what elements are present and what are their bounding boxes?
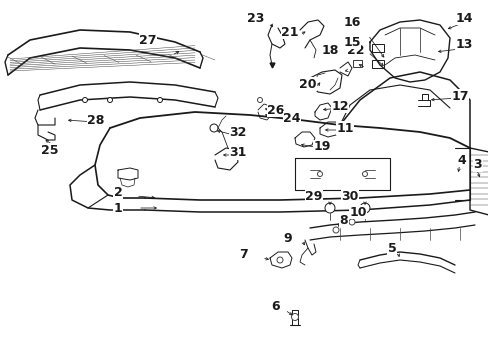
Circle shape [107, 98, 112, 103]
Text: 22: 22 [346, 44, 364, 57]
Text: 6: 6 [271, 301, 280, 314]
Text: 11: 11 [336, 122, 353, 135]
Circle shape [257, 98, 262, 103]
FancyBboxPatch shape [371, 60, 383, 68]
Text: 4: 4 [457, 153, 466, 166]
Text: 10: 10 [348, 206, 366, 219]
Text: 16: 16 [343, 15, 360, 28]
Text: 32: 32 [229, 126, 246, 139]
Text: 21: 21 [281, 26, 298, 39]
Text: 3: 3 [473, 158, 481, 171]
Text: 17: 17 [450, 90, 468, 103]
Text: 12: 12 [330, 99, 348, 112]
Text: 8: 8 [339, 213, 347, 226]
Text: 29: 29 [305, 189, 322, 202]
Text: 23: 23 [247, 12, 264, 24]
Circle shape [157, 98, 162, 103]
Text: 30: 30 [341, 189, 358, 202]
Text: 31: 31 [229, 147, 246, 159]
Circle shape [209, 124, 218, 132]
Text: 19: 19 [313, 140, 330, 153]
Text: 15: 15 [343, 36, 360, 49]
Circle shape [325, 203, 334, 213]
Text: 26: 26 [267, 104, 284, 117]
Text: 28: 28 [87, 113, 104, 126]
FancyBboxPatch shape [371, 44, 383, 52]
Text: 25: 25 [41, 144, 59, 157]
Text: 13: 13 [454, 37, 472, 50]
Text: 7: 7 [239, 248, 248, 261]
Text: 5: 5 [387, 242, 396, 255]
Circle shape [291, 314, 298, 320]
Circle shape [362, 171, 367, 176]
Circle shape [359, 203, 369, 213]
Text: 18: 18 [321, 44, 338, 57]
Text: 27: 27 [139, 33, 157, 46]
Text: 9: 9 [283, 231, 292, 244]
Text: 20: 20 [299, 77, 316, 90]
FancyBboxPatch shape [352, 60, 361, 67]
Circle shape [317, 171, 322, 176]
Text: 2: 2 [113, 186, 122, 199]
Text: 1: 1 [113, 202, 122, 215]
Text: 24: 24 [283, 112, 300, 125]
Circle shape [332, 227, 338, 233]
Text: 14: 14 [454, 12, 472, 24]
Circle shape [82, 98, 87, 103]
Circle shape [276, 257, 283, 263]
Circle shape [348, 219, 354, 225]
